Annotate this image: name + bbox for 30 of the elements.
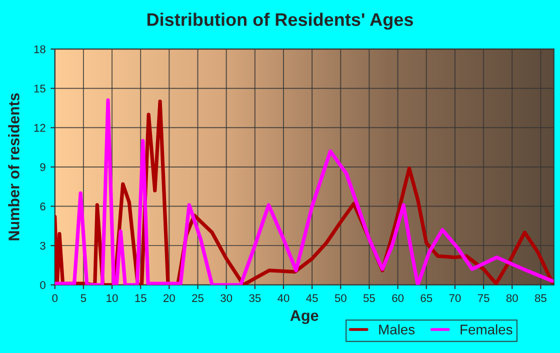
x-tick-label: 5: [80, 294, 86, 302]
x-tick-label: 20: [164, 294, 175, 302]
y-tick-label: 0: [40, 281, 46, 290]
x-tick-label: 35: [249, 294, 261, 302]
x-tick-label: 75: [478, 294, 490, 302]
x-tick-label: 70: [449, 294, 461, 302]
y-tick-label: 12: [34, 124, 46, 132]
x-tick-label: 10: [106, 294, 118, 302]
y-axis-title: Number of residents: [8, 93, 20, 240]
x-tick-label: 85: [535, 294, 546, 302]
legend-label: Males: [379, 324, 415, 334]
y-tick-label: 9: [40, 163, 46, 172]
x-tick-label: 55: [363, 294, 375, 302]
x-tick-label: 45: [306, 294, 318, 302]
x-tick-label: 60: [392, 294, 404, 302]
x-axis-title: Age: [290, 310, 318, 324]
x-tick-label: 25: [192, 294, 204, 302]
x-tick-label: 0: [52, 294, 58, 302]
x-tick-label: 15: [135, 294, 146, 302]
x-tick-label: 30: [220, 294, 232, 302]
y-tick-label: 15: [34, 84, 46, 93]
y-tick-label: 6: [40, 202, 46, 210]
y-tick-label: 3: [40, 242, 46, 250]
legend-label: Females: [460, 324, 512, 334]
x-tick-label: 65: [420, 294, 432, 302]
x-tick-label: 50: [334, 294, 346, 302]
x-tick-label: 40: [278, 294, 290, 302]
y-tick-label: 18: [34, 45, 46, 54]
x-tick-label: 80: [506, 294, 518, 302]
chart-title: Distribution of Residents' Ages: [147, 12, 413, 30]
